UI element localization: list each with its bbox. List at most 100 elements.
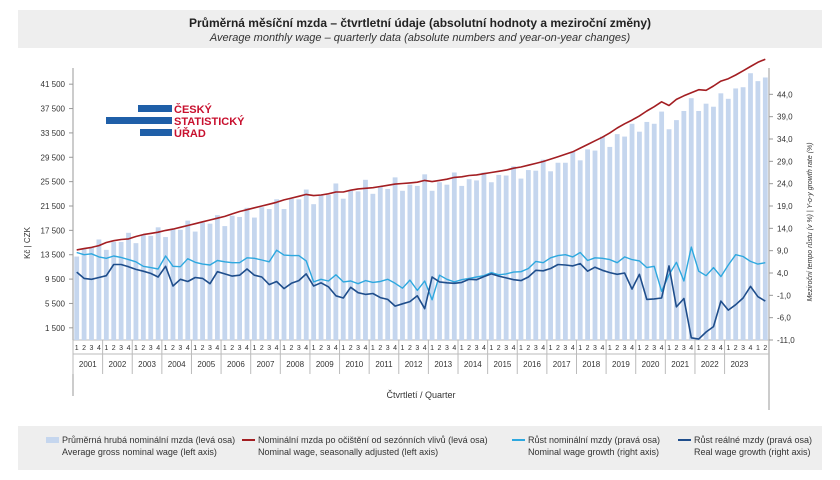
nominal-growth-line: [76, 246, 766, 301]
quarter-label: 1: [519, 345, 523, 352]
legend-swatch-sa: [242, 439, 255, 441]
legend-swatch-nominal: [512, 439, 525, 441]
bar: [207, 223, 213, 340]
bar: [748, 73, 753, 340]
bar: [348, 190, 354, 340]
quarter-label: 1: [193, 345, 197, 352]
bar: [488, 182, 494, 340]
year-label: 2017: [553, 360, 571, 369]
left-tick-label: 13 500: [41, 251, 66, 260]
legend-label-cz: Růst nominální mzdy (pravá osa): [528, 435, 661, 445]
quarter-label: 1: [549, 345, 553, 352]
bar: [437, 182, 442, 340]
bar: [651, 123, 657, 340]
bar: [703, 103, 709, 340]
quarter-label: 3: [267, 345, 271, 352]
year-label: 2005: [197, 360, 215, 369]
quarter-label: 2: [497, 345, 501, 352]
legend-item-nominal: Růst nominální mzdy (pravá osa) Nominal …: [512, 434, 661, 458]
left-tick-label: 17 500: [41, 226, 66, 235]
year-label: 2021: [671, 360, 689, 369]
quarter-label: 2: [645, 345, 649, 352]
quarter-label: 3: [149, 345, 153, 352]
bar: [296, 199, 302, 340]
quarter-label: 2: [586, 345, 590, 352]
year-label: 2008: [286, 360, 304, 369]
quarter-label: 1: [460, 345, 464, 352]
year-label: 2023: [730, 360, 748, 369]
year-label: 2010: [345, 360, 363, 369]
bar: [392, 177, 398, 340]
left-tick-label: 37 500: [41, 105, 66, 114]
legend-label-cz: Nominální mzda po očištění od sezónních …: [258, 435, 488, 445]
bar: [503, 175, 509, 340]
bar: [711, 106, 716, 340]
bar: [422, 174, 428, 340]
quarter-label: 1: [252, 345, 256, 352]
quarter-label: 2: [734, 345, 738, 352]
year-label: 2006: [227, 360, 245, 369]
logo-text-2: STATISTICKÝ: [174, 116, 245, 128]
bar: [89, 247, 94, 340]
quarter-label: 2: [141, 345, 145, 352]
year-label: 2016: [523, 360, 541, 369]
bar: [577, 160, 583, 340]
bar: [525, 170, 531, 340]
bar: [451, 172, 457, 340]
quarter-label: 4: [660, 345, 664, 352]
quarter-label: 2: [526, 345, 530, 352]
bar: [133, 243, 139, 340]
left-tick-label: 41 500: [41, 80, 66, 89]
year-label: 2012: [405, 360, 423, 369]
bar: [659, 111, 665, 340]
chart-plot: 1 500 5 500 9 500 13 500 17 500 21 500 25 500 2…: [23, 58, 814, 410]
quarter-label: 2: [763, 345, 767, 352]
year-label: 2019: [612, 360, 630, 369]
bar: [762, 77, 768, 341]
year-label: 2009: [316, 360, 334, 369]
bar: [222, 226, 228, 340]
right-tick-label: 39,0: [777, 113, 793, 122]
year-label: 2004: [168, 360, 186, 369]
quarter-label: 4: [541, 345, 545, 352]
legend-label-cz: Průměrná hrubá nominální mzda (levá osa): [62, 435, 236, 445]
quarter-label: 3: [386, 345, 390, 352]
right-tick-label: 34,0: [777, 135, 793, 144]
bar: [281, 209, 287, 340]
bar: [185, 220, 191, 340]
bar: [600, 136, 605, 340]
bar: [562, 162, 568, 340]
quarter-label: 1: [637, 345, 641, 352]
quarter-label: 1: [401, 345, 405, 352]
left-tick-label: 21 500: [41, 202, 66, 211]
quarter-label: 1: [697, 345, 701, 352]
bar: [385, 188, 391, 340]
bar: [496, 174, 502, 340]
bar: [585, 149, 590, 340]
bar: [548, 171, 553, 340]
chart-title-box: Průměrná měsíční mzda – čtvrtletní údaje…: [18, 10, 822, 48]
bar: [614, 134, 620, 340]
quarter-label: 1: [75, 345, 79, 352]
legend-label-cz: Růst reálné mzdy (pravá osa): [694, 435, 813, 445]
quarter-label: 4: [334, 345, 338, 352]
bar: [140, 234, 146, 340]
quarter-label: 1: [164, 345, 168, 352]
bar: [192, 231, 198, 340]
bar: [363, 179, 368, 340]
bar: [111, 241, 117, 340]
legend-swatch-real: [678, 439, 691, 441]
quarter-label: 2: [674, 345, 678, 352]
quarter-label: 3: [563, 345, 567, 352]
bar: [370, 193, 376, 340]
bar: [377, 187, 383, 340]
quarter-label: 1: [578, 345, 582, 352]
bar: [511, 166, 516, 340]
quarter-label: 3: [178, 345, 182, 352]
logo-bar-1: [138, 105, 172, 112]
bar: [459, 185, 465, 340]
quarter-label: 2: [171, 345, 175, 352]
quarter-label: 4: [393, 345, 397, 352]
bar: [148, 235, 154, 340]
quarter-label: 2: [319, 345, 323, 352]
